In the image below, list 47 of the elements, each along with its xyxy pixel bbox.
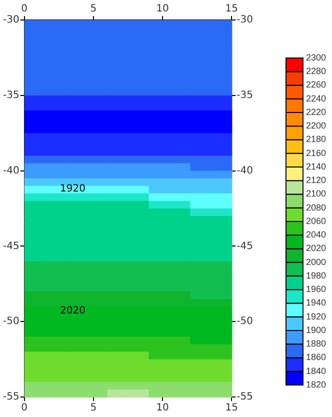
x-tick-label: 0 — [21, 4, 28, 15]
y2-tick-label: -55 — [236, 392, 254, 403]
color-bar-label: 2260 — [306, 80, 326, 90]
y-tick-label: -30 — [2, 14, 20, 26]
color-bar-label: 2080 — [306, 202, 326, 212]
color-bar-label: 2300 — [306, 52, 326, 62]
color-bar-label: 2040 — [306, 230, 326, 240]
color-bar-label: 2220 — [306, 106, 326, 117]
color-bar-label: 2000 — [306, 256, 326, 267]
color-bar-label: 2200 — [306, 120, 326, 131]
y-tick-label: -50 — [2, 316, 20, 328]
y2-tick-label: -40 — [236, 165, 254, 176]
y-tick-label: -40 — [2, 165, 20, 176]
y2-tick-label: -30 — [236, 14, 254, 26]
color-bar-label: 1920 — [306, 311, 326, 322]
color-bar-label: 1960 — [306, 284, 326, 294]
color-bar-label: 2120 — [306, 175, 326, 186]
y-tick-label: -55 — [2, 392, 20, 403]
color-bar-label: 1940 — [306, 298, 326, 308]
color-bar-label: 1880 — [306, 338, 326, 349]
color-bar-label: 2280 — [306, 66, 326, 76]
color-bar-label: 2100 — [306, 188, 326, 199]
color-bar-label: 1820 — [306, 379, 326, 390]
color-bar-label: 2240 — [306, 93, 326, 104]
color-bar-label: 2020 — [306, 243, 326, 254]
y2-tick-label: -45 — [236, 240, 254, 252]
x2-tick-label: 15 — [225, 402, 238, 414]
y2-tick-label: -50 — [236, 316, 254, 328]
annotation: 2020 — [60, 306, 86, 317]
x-tick-label: 10 — [156, 4, 169, 15]
color-bar-label: 1860 — [306, 352, 326, 362]
color-bar-label: 2180 — [306, 134, 326, 144]
color-bar-label: 1840 — [306, 366, 326, 376]
color-bar-label: 2140 — [306, 161, 326, 172]
annotation: 1920 — [60, 183, 86, 194]
y2-tick-label: -35 — [236, 90, 254, 101]
y-tick-label: -45 — [2, 240, 20, 252]
x-tick-label: 5 — [90, 4, 97, 15]
color-bar-label: 1980 — [306, 270, 326, 280]
color-bar-label: 1900 — [306, 324, 326, 335]
x-tick-label: 15 — [225, 4, 238, 15]
color-bar-label: 2160 — [306, 148, 326, 158]
x2-tick-label: 5 — [90, 402, 97, 414]
x2-tick-label: 0 — [21, 402, 28, 414]
color-bar-label: 2060 — [306, 216, 326, 226]
x2-tick-label: 10 — [156, 402, 169, 414]
y-tick-label: -35 — [2, 90, 20, 101]
